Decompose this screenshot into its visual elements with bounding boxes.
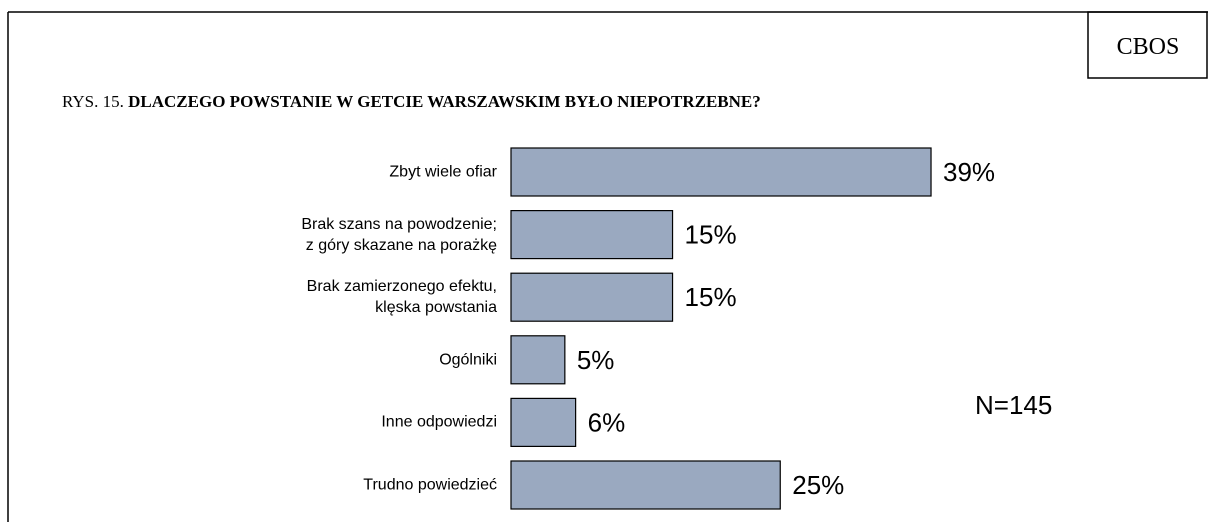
value-label: 15% <box>685 220 737 250</box>
bar <box>510 272 674 322</box>
bar <box>510 460 781 510</box>
chart-title: RYS. 15. DLACZEGO POWSTANIE W GETCIE WAR… <box>62 92 761 111</box>
bar <box>510 147 932 197</box>
bar <box>510 335 566 385</box>
figure-label: RYS. 15. <box>62 92 124 111</box>
annotation: N=145 <box>975 390 1052 420</box>
value-label: 39% <box>943 157 995 187</box>
value-label: 25% <box>792 470 844 500</box>
category-label: Brak zamierzonego efektu, klęska powstan… <box>306 278 497 317</box>
source-box <box>1087 11 1208 79</box>
value-label: 15% <box>685 282 737 312</box>
bar <box>510 397 577 447</box>
value-label: 5% <box>577 345 615 375</box>
category-label: Ogólniki <box>439 351 497 369</box>
category-label: Inne odpowiedzi <box>381 413 497 431</box>
bar <box>510 210 674 260</box>
category-label: Trudno powiedzieć <box>363 476 497 494</box>
source: CBOS <box>1117 34 1180 60</box>
title: DLACZEGO POWSTANIE W GETCIE WARSZAWSKIM … <box>128 92 761 111</box>
category-label: Zbyt wiele ofiar <box>389 163 497 181</box>
category-label: Brak szans na powodzenie; z góry skazane… <box>301 215 497 254</box>
value-label: 6% <box>588 407 626 437</box>
